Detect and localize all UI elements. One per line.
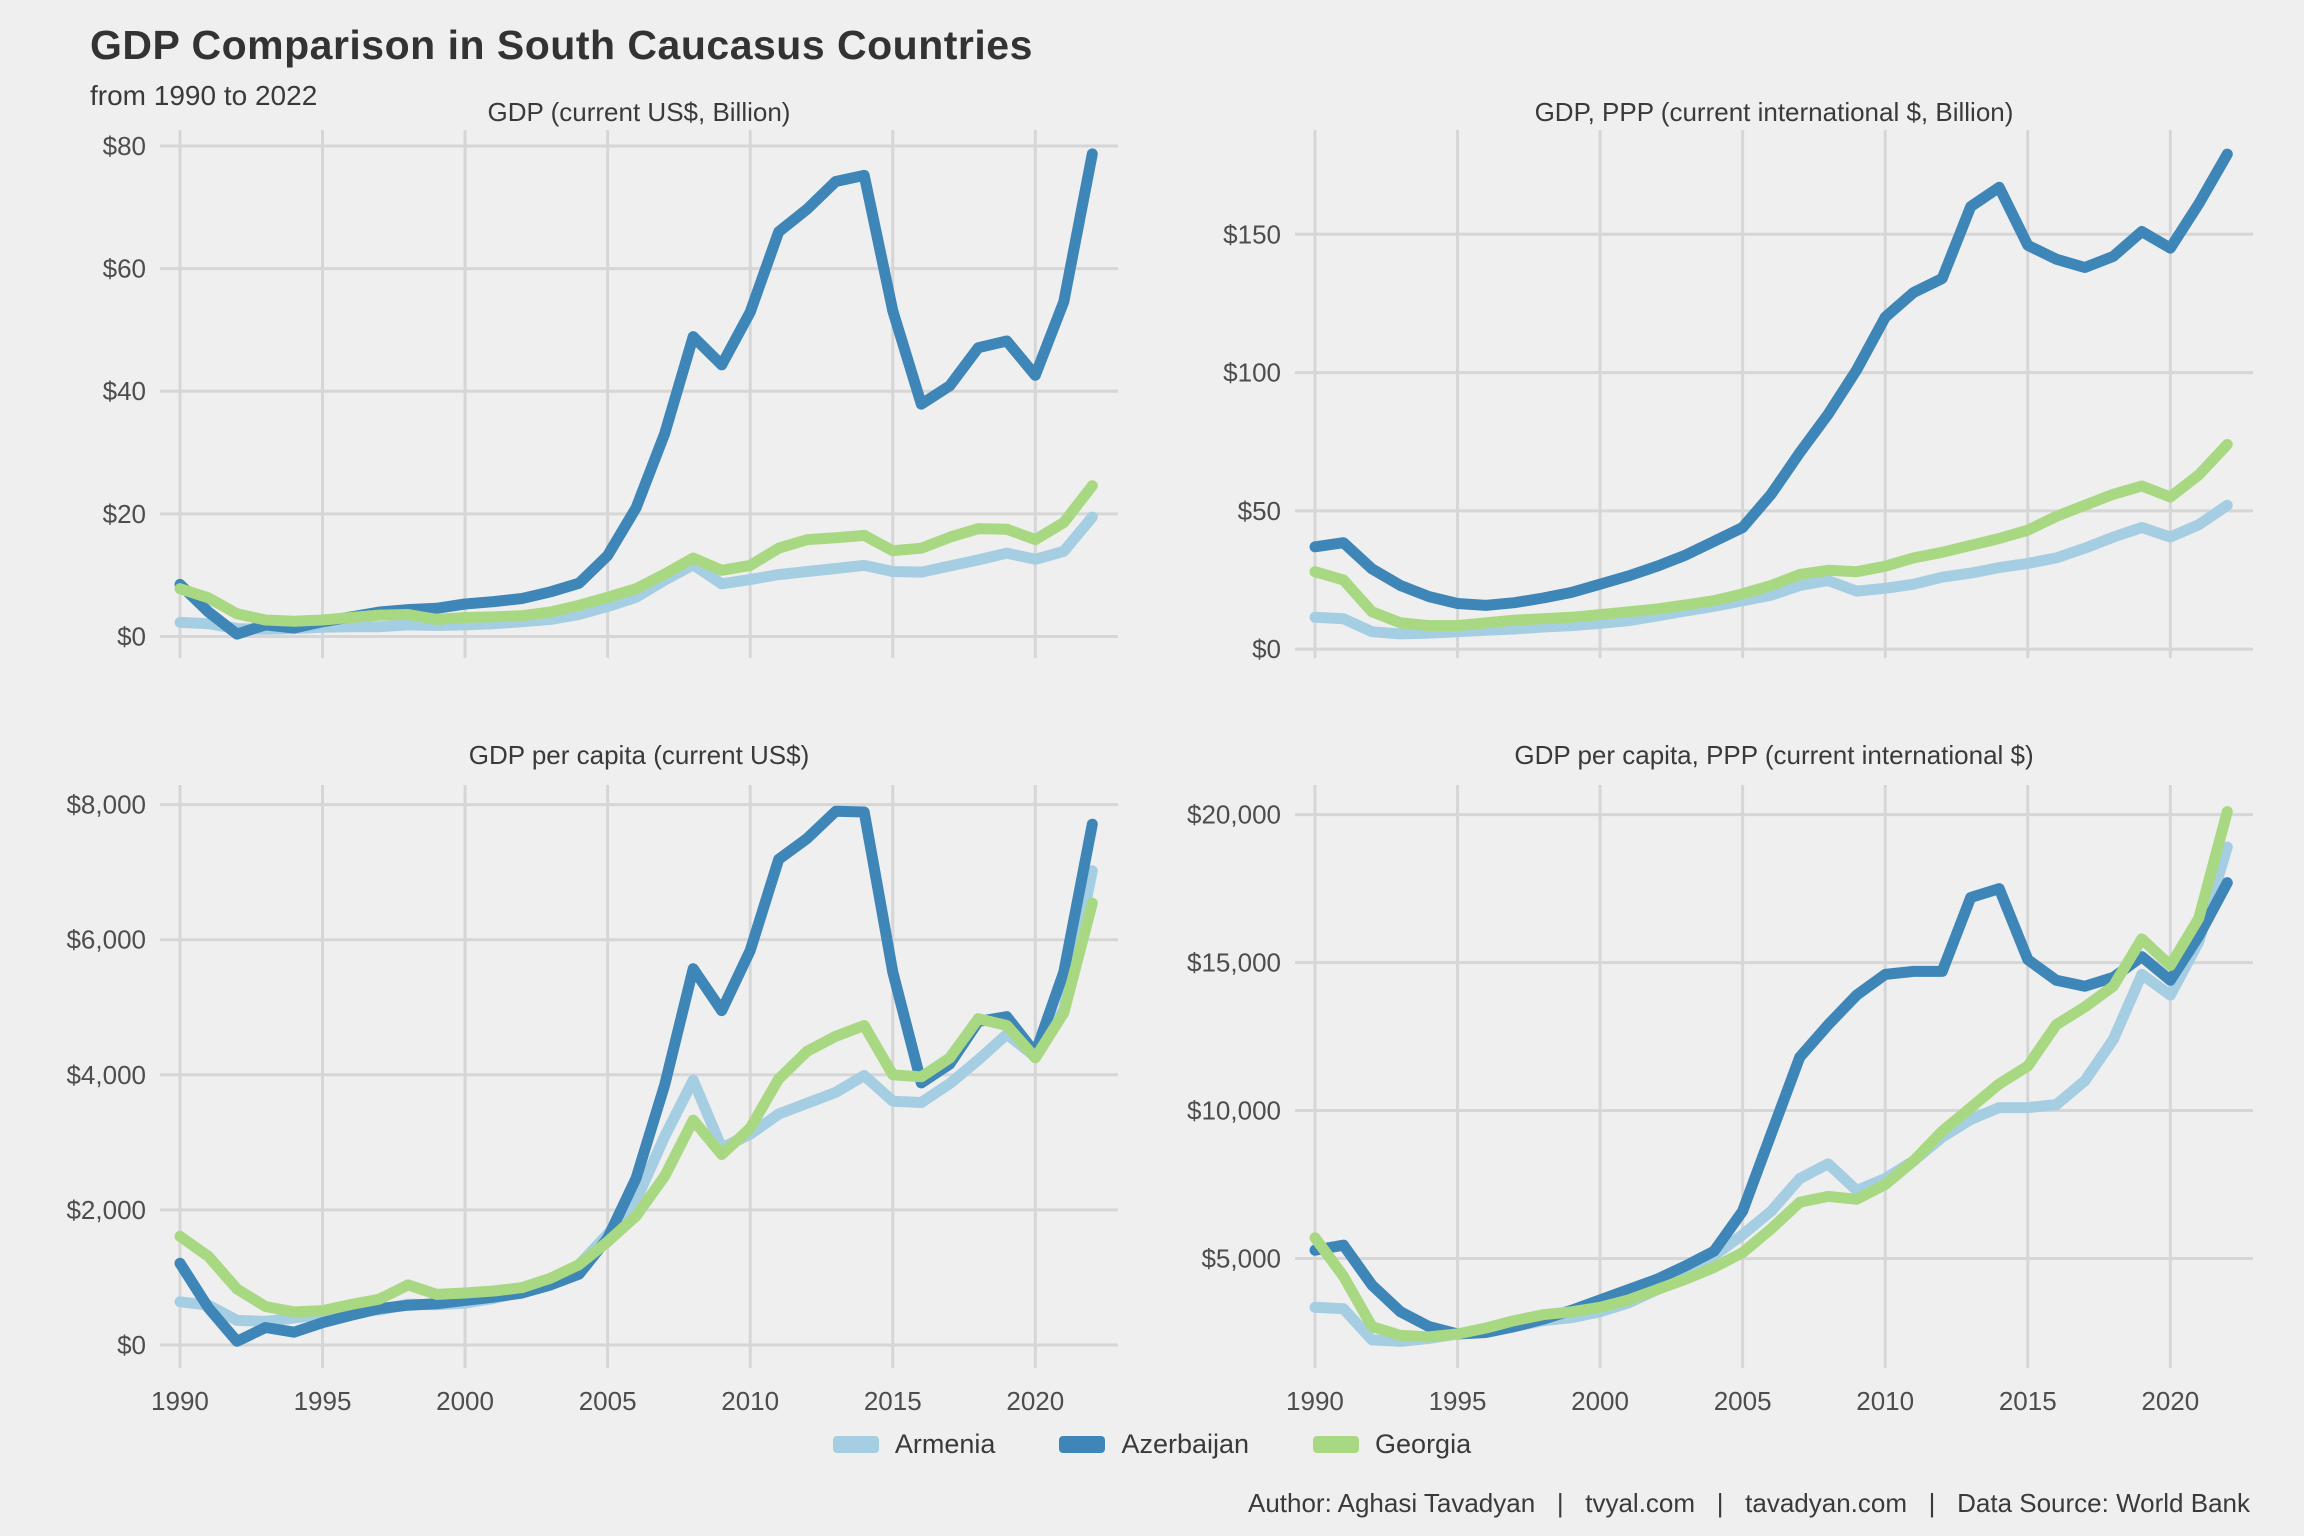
y-tick-label: $4,000 xyxy=(66,1060,146,1090)
y-tick-label: $10,000 xyxy=(1187,1096,1281,1126)
chart-gdp-per-capita: $0 $2,000 $4,000 $6,000 $8,000 1990 1995 2000 20… xyxy=(66,785,1118,1416)
line-georgia xyxy=(174,480,1098,627)
y-tick-label: $40 xyxy=(103,376,146,406)
x-tick-label: 2005 xyxy=(1714,1386,1772,1416)
y-tick-label: $0 xyxy=(1252,634,1281,664)
armenia-color-swatch xyxy=(832,1435,879,1453)
x-tick-label: 2015 xyxy=(864,1386,922,1416)
x-tick-label: 2005 xyxy=(579,1386,637,1416)
line-georgia xyxy=(174,897,1098,1318)
chart-gdp-per-capita-ppp: $5,000 $10,000 $15,000 $20,000 1990 1995 2000 2… xyxy=(1187,785,2253,1416)
legend-label-georgia: Georgia xyxy=(1375,1428,1472,1459)
line-georgia xyxy=(1309,806,2233,1343)
georgia-color-swatch xyxy=(1313,1435,1360,1453)
legend-item-azerbaijan: Azerbaijan xyxy=(1059,1429,1249,1460)
line-armenia xyxy=(174,511,1098,635)
y-tick-label: $15,000 xyxy=(1187,948,1281,978)
chart-legend: Armenia Azerbaijan Georgia xyxy=(0,1422,2304,1466)
chart-gdp-current: $0 $20 $40 $60 $80 xyxy=(103,130,1118,658)
panel-title-gdp-per-capita-ppp: GDP per capita, PPP (current internation… xyxy=(1514,740,2034,770)
x-tick-label: 2015 xyxy=(1999,1386,2057,1416)
azerbaijan-color-swatch xyxy=(1059,1435,1106,1453)
y-tick-label: $60 xyxy=(103,254,146,284)
x-tick-label: 1995 xyxy=(294,1386,352,1416)
y-tick-label: $20 xyxy=(103,499,146,529)
x-tick-label: 1995 xyxy=(1429,1386,1487,1416)
line-armenia xyxy=(1309,499,2233,640)
y-tick-label: $0 xyxy=(117,622,146,652)
legend-item-georgia: Georgia xyxy=(1313,1429,1471,1460)
x-tick-label: 2010 xyxy=(721,1386,779,1416)
y-tick-label: $8,000 xyxy=(66,790,146,820)
legend-label-armenia: Armenia xyxy=(894,1428,996,1459)
x-tick-label: 1990 xyxy=(1286,1386,1344,1416)
y-tick-label: $100 xyxy=(1223,358,1281,388)
y-tick-label: $150 xyxy=(1223,219,1281,249)
y-tick-label: $2,000 xyxy=(66,1195,146,1225)
y-tick-label: $80 xyxy=(103,131,146,161)
line-azerbaijan xyxy=(1309,877,2233,1340)
y-tick-label: $0 xyxy=(117,1330,146,1360)
y-tick-label: $50 xyxy=(1238,496,1281,526)
line-armenia xyxy=(1309,841,2233,1347)
legend-label-azerbaijan: Azerbaijan xyxy=(1121,1428,1250,1459)
x-tick-label: 1990 xyxy=(151,1386,209,1416)
figure-caption: Author: Aghasi Tavadyan | tvyal.com | ta… xyxy=(1247,1488,2250,1518)
panel-title-gdp-current: GDP (current US$, Billion) xyxy=(487,97,791,127)
chart-gdp-ppp: $0 $50 $100 $150 xyxy=(1223,130,2253,664)
y-tick-label: $20,000 xyxy=(1187,800,1281,830)
x-tick-label: 2010 xyxy=(1856,1386,1914,1416)
line-georgia xyxy=(1309,439,2233,632)
x-tick-label: 2000 xyxy=(436,1386,494,1416)
x-tick-label: 2020 xyxy=(1006,1386,1064,1416)
line-azerbaijan xyxy=(1309,148,2233,611)
panel-title-gdp-per-capita: GDP per capita (current US$) xyxy=(468,740,810,770)
figure-title: GDP Comparison in South Caucasus Countri… xyxy=(90,22,1033,68)
x-tick-label: 2000 xyxy=(1571,1386,1629,1416)
panel-title-gdp-ppp: GDP, PPP (current international $, Billi… xyxy=(1534,97,2014,127)
x-tick-label: 2020 xyxy=(2141,1386,2199,1416)
y-tick-label: $6,000 xyxy=(66,925,146,955)
y-tick-label: $5,000 xyxy=(1201,1244,1281,1274)
legend-item-armenia: Armenia xyxy=(832,1428,996,1460)
figure-subtitle: from 1990 to 2022 xyxy=(90,80,318,111)
